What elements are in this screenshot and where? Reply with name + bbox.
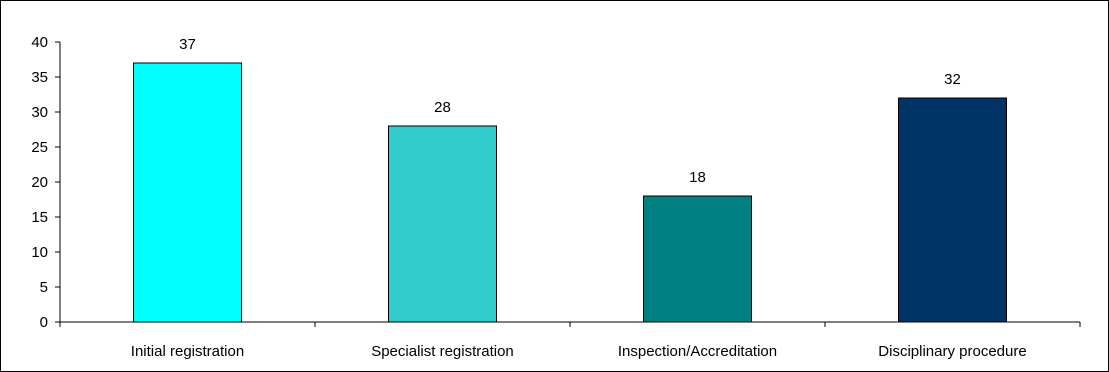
x-axis-ticks bbox=[59, 322, 1081, 327]
data-labels: 37 28 18 32 bbox=[179, 36, 961, 186]
category-labels: Initial registration Specialist registrat… bbox=[131, 343, 1027, 360]
y-axis-ticks: 0 5 10 15 20 25 30 35 40 bbox=[31, 34, 60, 331]
y-tick-label: 20 bbox=[31, 174, 48, 191]
y-tick-label: 40 bbox=[31, 34, 48, 51]
data-label-1: 37 bbox=[179, 36, 196, 53]
y-tick-label: 30 bbox=[31, 104, 48, 121]
category-label-3: Inspection/Accreditation bbox=[618, 343, 777, 360]
category-label-4: Disciplinary procedure bbox=[878, 343, 1026, 360]
bar-3 bbox=[643, 195, 752, 323]
category-label-1: Initial registration bbox=[131, 343, 244, 360]
bar-series bbox=[133, 62, 1007, 323]
y-tick-label: 35 bbox=[31, 69, 48, 86]
bar-4 bbox=[898, 97, 1007, 323]
y-tick-label: 15 bbox=[31, 209, 48, 226]
category-label-2: Specialist registration bbox=[371, 343, 514, 360]
data-label-2: 28 bbox=[434, 99, 451, 116]
y-tick-label: 5 bbox=[40, 279, 48, 296]
y-tick-label: 10 bbox=[31, 244, 48, 261]
bar-1 bbox=[133, 62, 242, 323]
y-tick-label: 25 bbox=[31, 139, 48, 156]
data-label-4: 32 bbox=[944, 71, 961, 88]
data-label-3: 18 bbox=[689, 169, 706, 186]
y-tick-label: 0 bbox=[40, 314, 48, 331]
bar-2 bbox=[388, 125, 497, 323]
